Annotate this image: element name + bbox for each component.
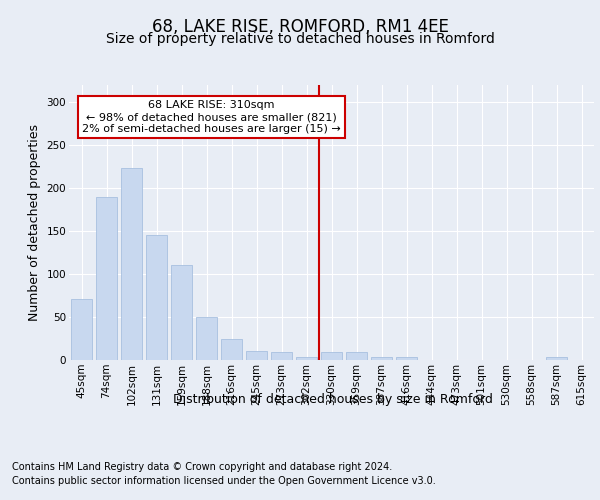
Bar xyxy=(96,196,117,360)
Text: Contains HM Land Registry data © Crown copyright and database right 2024.: Contains HM Land Registry data © Crown c… xyxy=(12,462,392,472)
Text: 68, LAKE RISE, ROMFORD, RM1 4EE: 68, LAKE RISE, ROMFORD, RM1 4EE xyxy=(152,18,448,36)
Bar xyxy=(171,264,192,360)
Bar xyxy=(196,317,217,360)
Bar xyxy=(246,352,267,360)
Bar xyxy=(146,236,167,360)
Text: Contains public sector information licensed under the Open Government Licence v3: Contains public sector information licen… xyxy=(12,476,436,486)
Bar xyxy=(396,356,417,360)
Text: 68 LAKE RISE: 310sqm
← 98% of detached houses are smaller (821)
2% of semi-detac: 68 LAKE RISE: 310sqm ← 98% of detached h… xyxy=(82,100,341,134)
Bar xyxy=(296,358,317,360)
Bar xyxy=(221,338,242,360)
Text: Size of property relative to detached houses in Romford: Size of property relative to detached ho… xyxy=(106,32,494,46)
Bar xyxy=(121,168,142,360)
Bar xyxy=(321,352,342,360)
Bar xyxy=(371,358,392,360)
Text: Distribution of detached houses by size in Romford: Distribution of detached houses by size … xyxy=(173,392,493,406)
Y-axis label: Number of detached properties: Number of detached properties xyxy=(28,124,41,321)
Bar xyxy=(271,352,292,360)
Bar xyxy=(346,352,367,360)
Bar xyxy=(71,299,92,360)
Bar xyxy=(546,358,567,360)
